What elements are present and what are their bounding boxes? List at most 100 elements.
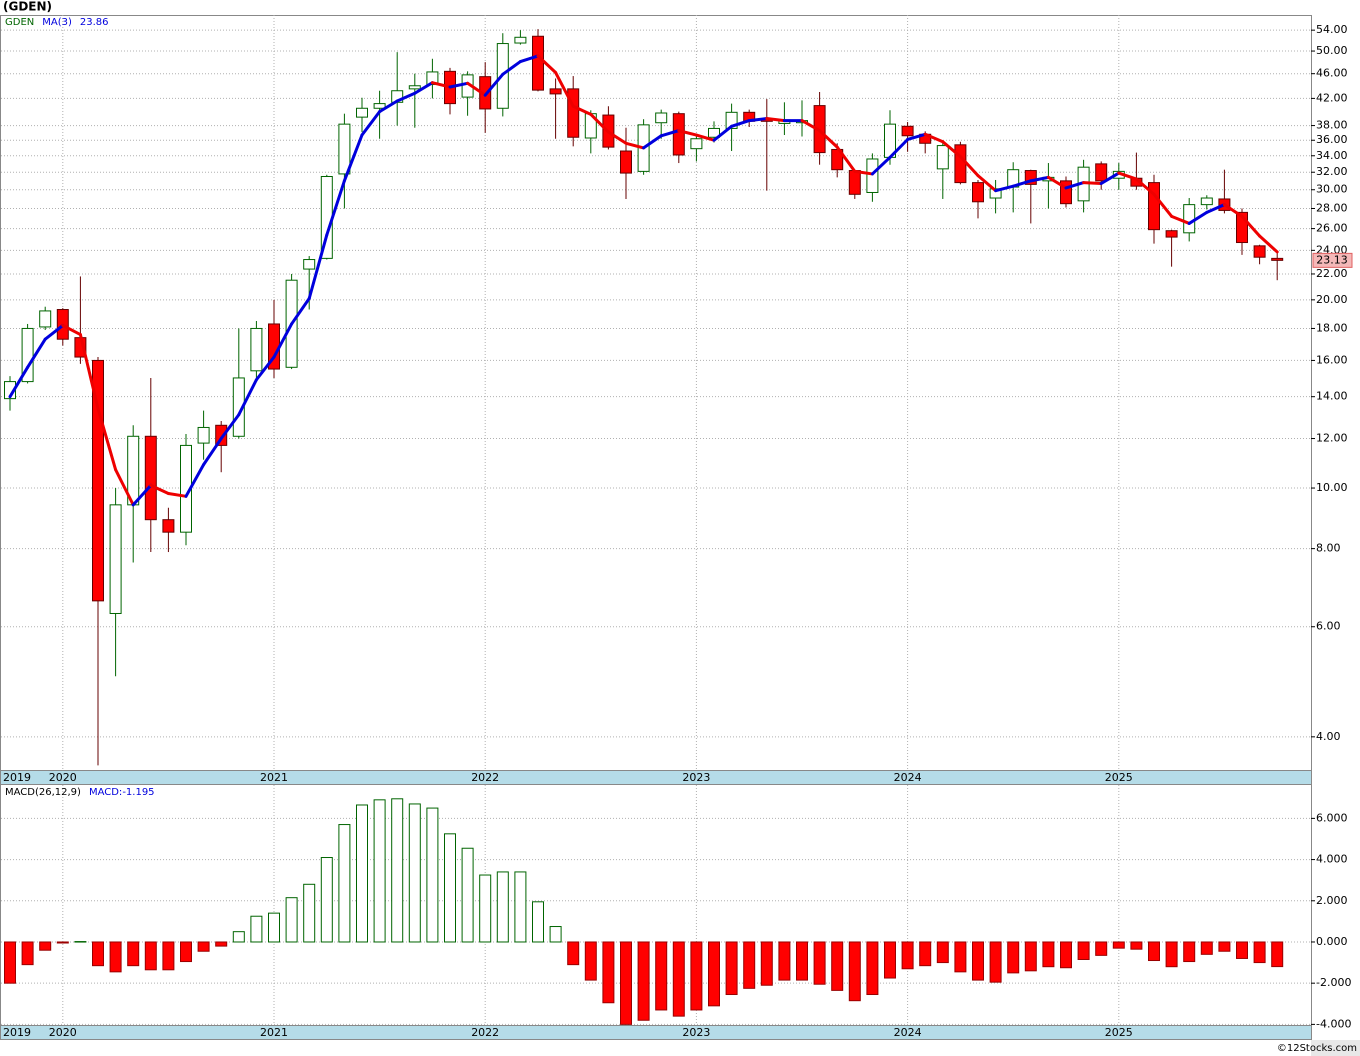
macd-bar [197,941,210,952]
y-tick-label: 18.00 [1316,321,1348,334]
macd-bar [936,941,949,964]
y-tick-label: 34.00 [1316,149,1348,162]
ma-line [1205,203,1226,214]
candle-body [197,426,210,444]
candle-body [954,144,967,184]
ma-line [659,129,681,138]
candle-body [690,138,703,150]
last-price-box [1312,252,1353,268]
candle-body [866,158,879,193]
candle-body [373,103,386,109]
macd-bar [1236,941,1248,959]
x-tick-label: 2022 [471,771,499,784]
last-price-label: 23.13 [1316,253,1348,266]
ma-line [818,129,839,149]
ma-line [677,129,698,137]
ma-line [747,117,769,123]
macd-value: -1.195 [122,787,154,798]
ma-line [219,413,241,441]
macd-bar [1112,941,1125,949]
candle-body [901,125,914,137]
macd-bar [479,874,492,943]
x-tick-label: 2024 [894,1026,922,1039]
macd-bar [232,931,245,943]
candle-body [1183,204,1196,234]
y-tick-label: 26.00 [1316,222,1348,235]
macd-bar [954,941,967,973]
macd-bar [1007,941,1020,974]
macd-bar [1271,941,1284,968]
x-tick-label: 2025 [1105,1026,1133,1039]
candle-body [620,150,632,174]
ma-line [1011,179,1033,188]
candle-body [356,107,368,118]
ma-line [941,140,962,159]
macd-bar [1095,941,1108,956]
ma-line [976,174,998,193]
ma-line [554,71,575,108]
ma-line [994,184,1015,193]
candle-body [1253,245,1266,258]
candle-body [1148,182,1160,231]
ma-line [712,124,734,142]
macd-bar [496,871,509,943]
candle-body [250,327,263,372]
x-tick-label: 2021 [260,771,288,784]
ma-line [589,112,610,134]
ma-line [1152,192,1174,218]
macd-bar [725,941,738,996]
ma-line [853,169,874,176]
symbol-label: GDEN [5,17,34,28]
x-tick-label: 2025 [1105,771,1133,784]
macd-bar [884,941,896,979]
macd-bar [672,941,685,1017]
ma-line [325,179,346,237]
y-tick-label: 30.00 [1316,183,1348,196]
macd-bar [4,941,16,984]
candle-body [848,170,861,195]
ma-line [254,355,276,382]
macd-bar [1148,941,1160,962]
y-tick-label: 4.00 [1316,730,1341,743]
chart-title: (GDEN) [3,0,52,14]
ma-line [906,132,927,141]
ma-line [1064,181,1086,190]
y-tick-label: 46.00 [1316,67,1348,80]
candle-body [1095,163,1108,182]
macd-bar [602,941,615,1004]
candle-body [39,310,52,328]
macd-bar [1060,941,1072,969]
macd-bar [320,857,333,943]
legend: MACD(26,12,9) MACD:-1.195 [5,787,155,798]
macd-bar [708,941,720,1007]
macd-bar [444,833,456,943]
candle-body [426,71,439,86]
macd-bar [620,941,632,1025]
candle-body [655,112,668,124]
y-tick-label: 4.000 [1316,853,1348,866]
macd-bar [56,941,69,944]
y-tick-label: 38.00 [1316,119,1348,132]
candle-body [92,359,104,602]
candle-body [1024,170,1037,185]
ma-line [1029,175,1050,183]
macd-bar [901,941,914,970]
ma-line [78,333,100,411]
macd-bar [74,941,87,943]
candle-body [708,127,720,138]
macd-bar [408,803,421,943]
macd-bar [109,941,122,973]
ma-line [765,117,786,123]
macd-bar [514,871,527,943]
y-tick-label: 36.00 [1316,133,1348,146]
macd-bar [303,883,316,943]
y-tick-label: 0.000 [1316,935,1348,948]
ma-value: 23.86 [80,17,109,28]
ma-line [1134,177,1156,196]
y-tick-label: -2.000 [1316,976,1351,989]
ma-line [624,141,646,150]
x-tick-label: 2019 [3,1026,31,1039]
ma-line [430,81,452,89]
macd-bar [778,941,791,981]
candle-body [338,123,351,175]
